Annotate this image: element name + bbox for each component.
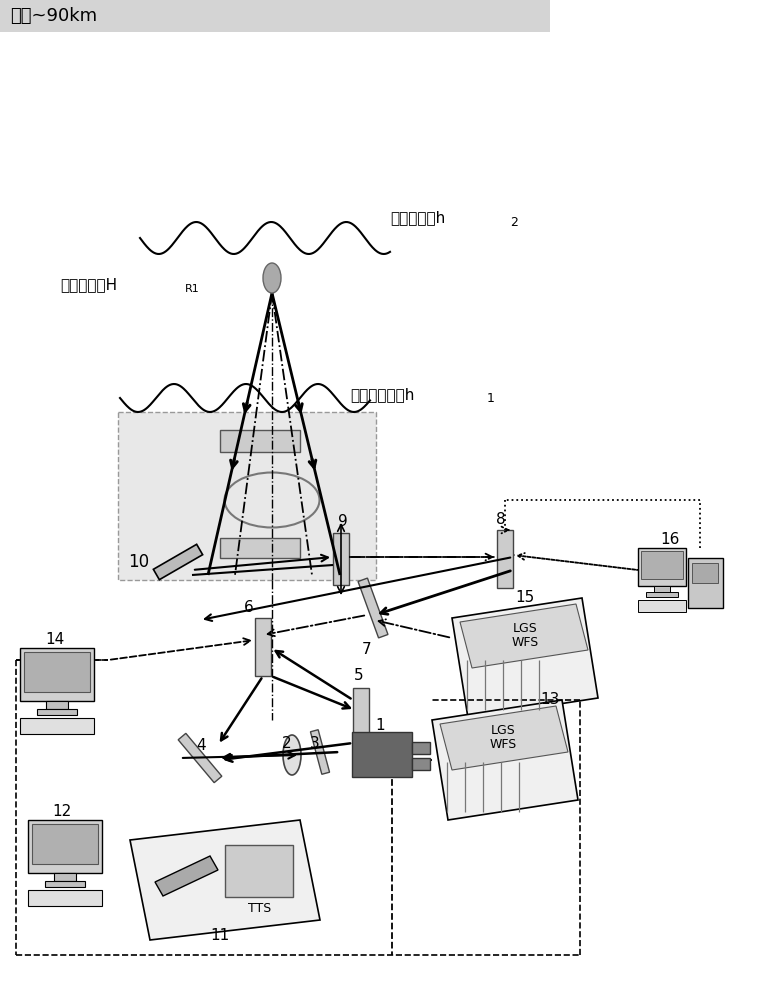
- Bar: [0, 0, 550, 32]
- Text: 2: 2: [282, 736, 291, 750]
- Text: LGS: LGS: [491, 724, 516, 736]
- Text: 12: 12: [52, 804, 72, 820]
- Polygon shape: [358, 578, 388, 638]
- Polygon shape: [310, 730, 329, 774]
- Bar: [54, 873, 76, 881]
- Polygon shape: [130, 820, 320, 940]
- Text: WFS: WFS: [489, 738, 516, 752]
- Text: 13: 13: [540, 692, 559, 708]
- Bar: [692, 563, 718, 583]
- Bar: [353, 688, 369, 743]
- Bar: [638, 548, 686, 586]
- Text: 钠层~90km: 钠层~90km: [10, 7, 97, 25]
- Text: 7: 7: [362, 643, 372, 658]
- Bar: [225, 845, 293, 897]
- Text: 地表层湍流，h: 地表层湍流，h: [350, 387, 414, 402]
- Bar: [333, 533, 349, 585]
- Text: 8: 8: [496, 512, 506, 526]
- Bar: [28, 890, 101, 906]
- Bar: [118, 412, 376, 580]
- Bar: [23, 652, 90, 692]
- Text: 3: 3: [310, 736, 319, 750]
- Text: 2: 2: [510, 216, 518, 229]
- Polygon shape: [460, 604, 588, 668]
- Text: 11: 11: [210, 928, 229, 942]
- Bar: [20, 718, 94, 734]
- Polygon shape: [452, 598, 598, 718]
- Bar: [45, 701, 68, 709]
- Polygon shape: [440, 706, 568, 770]
- Bar: [220, 538, 300, 558]
- Text: 4: 4: [196, 738, 206, 752]
- Bar: [32, 824, 98, 864]
- Text: 6: 6: [244, 600, 254, 615]
- Bar: [641, 551, 683, 579]
- Bar: [36, 709, 77, 715]
- Bar: [688, 558, 723, 608]
- Text: R1: R1: [185, 284, 200, 294]
- Bar: [20, 648, 94, 701]
- Bar: [412, 758, 430, 770]
- Text: 9: 9: [338, 514, 347, 530]
- Bar: [45, 881, 85, 887]
- Bar: [352, 732, 412, 777]
- Bar: [412, 742, 430, 754]
- Text: 高层湍流，h: 高层湍流，h: [390, 211, 445, 226]
- Bar: [255, 618, 271, 676]
- Text: 10: 10: [128, 553, 149, 571]
- Bar: [497, 530, 513, 588]
- Bar: [28, 820, 101, 873]
- Bar: [220, 430, 300, 452]
- Polygon shape: [154, 544, 203, 580]
- Polygon shape: [178, 733, 222, 783]
- Bar: [646, 592, 678, 597]
- Polygon shape: [432, 700, 578, 820]
- Bar: [654, 586, 670, 592]
- Text: TTS: TTS: [248, 902, 272, 914]
- Ellipse shape: [283, 735, 301, 775]
- Text: 1: 1: [375, 718, 385, 732]
- Text: 5: 5: [354, 668, 363, 684]
- Text: 16: 16: [660, 532, 680, 548]
- Text: 15: 15: [516, 590, 534, 605]
- Text: 1: 1: [487, 392, 495, 406]
- Text: LGS: LGS: [512, 621, 537, 635]
- Text: 14: 14: [45, 633, 64, 648]
- Ellipse shape: [263, 263, 281, 293]
- Text: WFS: WFS: [512, 637, 539, 650]
- Polygon shape: [155, 856, 218, 896]
- Text: 瑞利信标，H: 瑞利信标，H: [60, 277, 117, 292]
- Bar: [638, 600, 686, 612]
